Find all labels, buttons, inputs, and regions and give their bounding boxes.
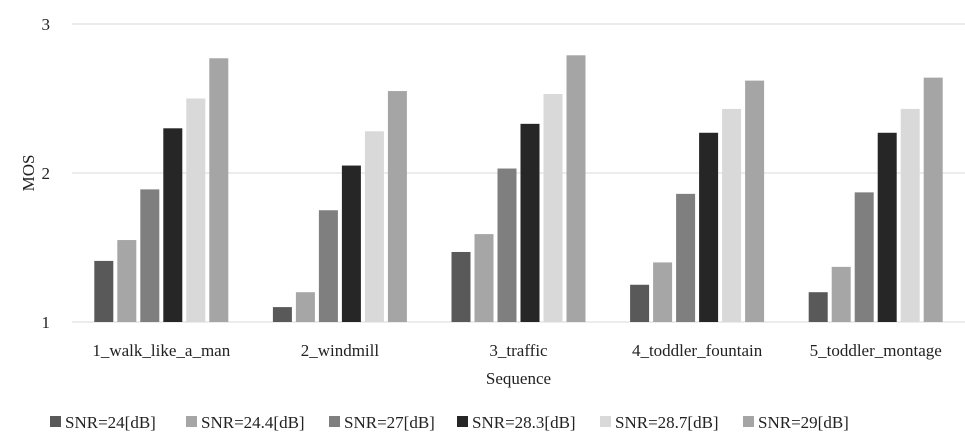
bar bbox=[163, 128, 183, 322]
bar bbox=[341, 165, 361, 322]
bar bbox=[923, 77, 943, 322]
bar bbox=[566, 55, 586, 322]
bar bbox=[318, 210, 338, 322]
bar bbox=[272, 307, 292, 322]
bar bbox=[209, 58, 229, 323]
category-label: 1_walk_like_a_man bbox=[92, 341, 230, 360]
gridlines bbox=[72, 23, 965, 323]
bars bbox=[94, 55, 943, 323]
y-axis-title: MOS bbox=[19, 155, 38, 192]
bar bbox=[808, 292, 828, 322]
bar bbox=[653, 262, 673, 322]
bar bbox=[745, 80, 765, 323]
y-tick-label: 1 bbox=[42, 313, 51, 332]
bar bbox=[94, 260, 114, 322]
y-tick-labels: 1 2 3 bbox=[42, 15, 51, 332]
legend-label: SNR=24[dB] bbox=[65, 413, 156, 432]
bar bbox=[117, 240, 137, 322]
bar bbox=[722, 108, 742, 323]
y-tick-label: 2 bbox=[42, 164, 51, 183]
legend: SNR=24[dB] SNR=24.4[dB] SNR=27[dB] SNR=28.3… bbox=[50, 413, 849, 432]
legend-swatch bbox=[329, 416, 340, 427]
category-label: 5_toddler_montage bbox=[810, 341, 942, 360]
bar bbox=[140, 189, 160, 322]
legend-swatch bbox=[743, 416, 754, 427]
legend-label: SNR=29[dB] bbox=[758, 413, 849, 432]
x-axis-title: Sequence bbox=[486, 369, 551, 388]
category-label: 2_windmill bbox=[301, 341, 380, 360]
bar bbox=[900, 108, 920, 323]
legend-swatch bbox=[50, 416, 61, 427]
y-tick-label: 3 bbox=[42, 15, 51, 34]
category-label: 4_toddler_fountain bbox=[632, 341, 763, 360]
bar bbox=[543, 94, 563, 322]
bar bbox=[520, 123, 540, 322]
bar bbox=[451, 251, 471, 322]
bar bbox=[831, 266, 851, 322]
category-labels: 1_walk_like_a_man 2_windmill 3_traffic 4_to… bbox=[92, 341, 941, 360]
bar bbox=[364, 131, 384, 322]
legend-swatch bbox=[186, 416, 197, 427]
category-label: 3_traffic bbox=[489, 341, 548, 360]
bar bbox=[699, 132, 719, 322]
bar bbox=[497, 168, 517, 322]
bar bbox=[877, 132, 897, 322]
bar bbox=[854, 192, 874, 322]
bar bbox=[676, 193, 696, 322]
bar bbox=[186, 98, 206, 322]
bar bbox=[387, 91, 407, 322]
bar bbox=[630, 284, 650, 322]
legend-swatch bbox=[600, 416, 611, 427]
bar bbox=[474, 234, 494, 322]
legend-label: SNR=27[dB] bbox=[344, 413, 435, 432]
bar bbox=[295, 292, 315, 322]
legend-swatch bbox=[457, 416, 468, 427]
legend-label: SNR=28.3[dB] bbox=[472, 413, 576, 432]
legend-label: SNR=28.7[dB] bbox=[615, 413, 719, 432]
legend-label: SNR=24.4[dB] bbox=[201, 413, 305, 432]
